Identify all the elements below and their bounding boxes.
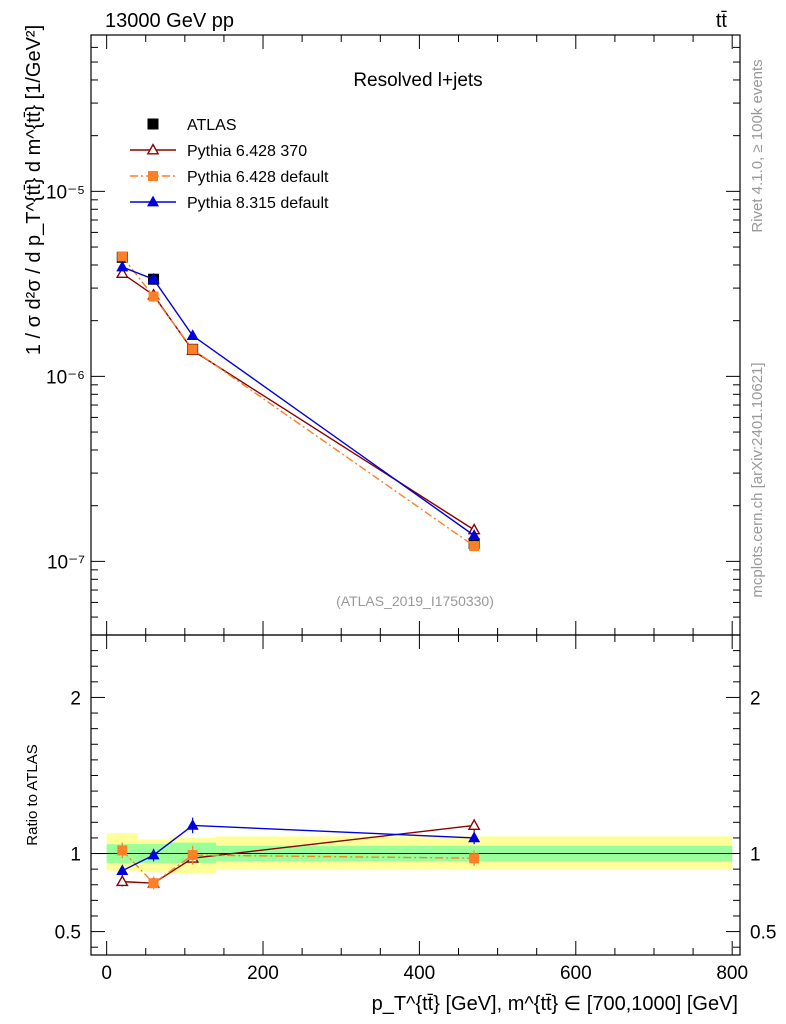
legend-label-pythia-6-428-default: Pythia 6.428 default bbox=[187, 169, 329, 186]
main-series-line-pythia-8-315-default bbox=[122, 266, 475, 537]
energy-label: 13000 GeV pp bbox=[105, 10, 234, 32]
main-y-tick-label: 10⁻⁶ bbox=[46, 367, 85, 388]
main-panel: 10⁻⁷ 10⁻⁶ 10⁻⁵ ATLAS Pythia 6.428 370 Pythia … bbox=[46, 34, 741, 636]
main-series-line-pythia-6-428-370 bbox=[121, 272, 475, 531]
ratio-point-pythia-6-428-370 bbox=[467, 818, 481, 830]
ratio-point-pythia-6-428-default bbox=[117, 845, 128, 856]
main-title: Resolved l+jets bbox=[353, 70, 482, 91]
analysis-id: (ATLAS_2019_I1750330) bbox=[336, 593, 494, 609]
legend-marker-pythia-6-428-370 bbox=[146, 143, 160, 155]
main-y-tick-label: 10⁻⁷ bbox=[47, 552, 85, 573]
legend-marker-atlas bbox=[147, 118, 159, 130]
x-tick-label: 0 bbox=[101, 963, 112, 984]
ratio-y-tick-label: 2 bbox=[70, 688, 81, 709]
main-point-pythia-6-428-default bbox=[148, 291, 159, 302]
ratio-point-pythia-6-428-370 bbox=[115, 874, 129, 887]
main-point-pythia-8-315-default bbox=[116, 260, 129, 272]
x-tick-label: 800 bbox=[716, 963, 748, 984]
rivet-version-label: Rivet 4.1.0, ≥ 100k events bbox=[749, 59, 766, 232]
legend-marker-pythia-6-428-default bbox=[148, 171, 158, 181]
ratio-y-tick-label: 0.5 bbox=[55, 923, 81, 944]
main-point-pythia-6-428-370 bbox=[115, 266, 129, 278]
legend-label-pythia-6-428-370: Pythia 6.428 370 bbox=[187, 143, 307, 160]
ratio-point-pythia-8-315-default bbox=[116, 864, 129, 876]
ratio-series-line-pythia-8-315-default bbox=[121, 824, 475, 872]
main-y-axis-label: 1 / σ d²σ / d p_T^{tt̄} d m^{tt̄} [1/GeV… bbox=[23, 25, 45, 355]
legend: ATLAS Pythia 6.428 370 Pythia 6.428 defaul… bbox=[130, 117, 329, 212]
legend-label-atlas: ATLAS bbox=[187, 117, 237, 134]
ratio-point-pythia-6-428-default bbox=[148, 878, 159, 889]
ratio-point-pythia-8-315-default bbox=[186, 819, 199, 830]
main-point-pythia-6-428-default bbox=[117, 251, 128, 262]
ratio-point-pythia-8-315-default bbox=[147, 848, 160, 860]
ratio-point-pythia-6-428-default bbox=[187, 850, 198, 861]
ratio-y-tick-label-right: 2 bbox=[750, 688, 761, 709]
ratio-y-axis-label: Ratio to ATLAS bbox=[24, 744, 41, 845]
process-label: tt̄ bbox=[716, 10, 728, 32]
ratio-point-pythia-6-428-default bbox=[469, 853, 480, 864]
main-point-pythia-6-428-default bbox=[187, 344, 198, 355]
ratio-series-line-pythia-6-428-default bbox=[121, 849, 475, 885]
main-y-tick-label: 10⁻⁵ bbox=[46, 182, 85, 203]
x-axis-label: p_T^{tt̄} [GeV], m^{tt̄} ∈ [700,1000] [G… bbox=[372, 993, 738, 1015]
ratio-point-pythia-8-315-default bbox=[468, 831, 481, 843]
ratio-frame bbox=[90, 634, 741, 956]
ratio-y-tick-label-right: 1 bbox=[750, 845, 761, 866]
main-series-line-pythia-6-428-default bbox=[121, 255, 475, 547]
x-tick-label: 600 bbox=[560, 963, 592, 984]
main-point-pythia-8-315-default bbox=[468, 529, 481, 540]
main-point-pythia-8-315-default bbox=[147, 272, 160, 284]
legend-label-pythia-8-315-default: Pythia 8.315 default bbox=[187, 195, 329, 212]
main-point-pythia-8-315-default bbox=[186, 329, 199, 340]
source-label: mcplots.cern.ch [arXiv:2401.10621] bbox=[749, 362, 766, 597]
x-tick-label: 400 bbox=[404, 963, 436, 984]
x-tick-label: 200 bbox=[247, 963, 279, 984]
main-point-pythia-6-428-default bbox=[469, 541, 480, 552]
legend-marker-pythia-8-315-default bbox=[146, 195, 160, 207]
ratio-y-tick-label: 1 bbox=[70, 845, 81, 866]
ratio-y-tick-label-right: 0.5 bbox=[750, 923, 776, 944]
ratio-series-line-pythia-6-428-370 bbox=[122, 824, 475, 884]
